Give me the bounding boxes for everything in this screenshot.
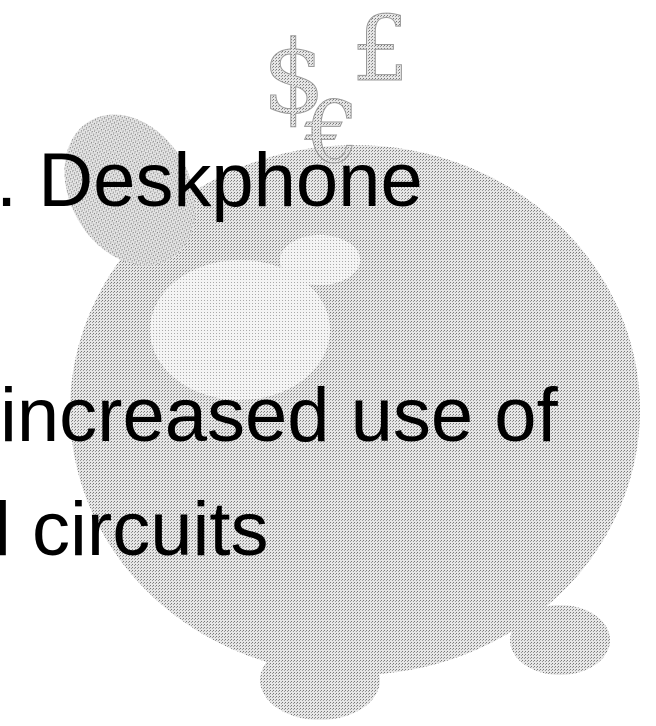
slide: $ £ € . Deskphone increased use of l cir… [0, 0, 656, 726]
text-line: . Deskphone [0, 138, 423, 223]
text-line: l circuits [0, 487, 268, 572]
text-line: increased use of [0, 373, 559, 458]
pound-symbol: £ [352, 0, 409, 102]
